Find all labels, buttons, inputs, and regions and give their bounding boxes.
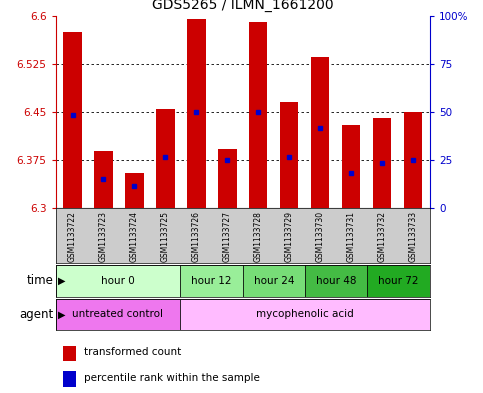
Text: GSM1133729: GSM1133729 [284,211,294,262]
Text: hour 48: hour 48 [316,276,356,286]
Bar [156,109,175,208]
Bar [180,299,430,330]
Bar [249,22,268,208]
Text: percentile rank within the sample: percentile rank within the sample [84,373,259,383]
Text: untreated control: untreated control [72,309,163,320]
Text: hour 72: hour 72 [378,276,419,286]
Bar [373,118,391,208]
Text: GSM1133725: GSM1133725 [161,211,170,262]
Bar [63,371,76,387]
Text: hour 0: hour 0 [101,276,135,286]
Text: GSM1133730: GSM1133730 [315,211,325,262]
Bar [280,102,298,208]
Text: hour 12: hour 12 [191,276,232,286]
Bar [305,265,368,297]
Bar [180,265,242,297]
Text: GSM1133722: GSM1133722 [68,211,77,262]
Text: mycophenolic acid: mycophenolic acid [256,309,354,320]
Text: GSM1133728: GSM1133728 [254,211,263,262]
Text: GSM1133732: GSM1133732 [377,211,386,262]
Bar [56,299,180,330]
Bar [404,112,422,208]
Text: transformed count: transformed count [84,347,181,357]
Bar [311,57,329,208]
Bar [218,149,237,208]
Title: GDS5265 / ILMN_1661200: GDS5265 / ILMN_1661200 [152,0,334,12]
Text: GSM1133733: GSM1133733 [408,211,417,262]
Bar [63,32,82,208]
Text: time: time [26,274,53,288]
Bar [242,265,305,297]
Text: GSM1133731: GSM1133731 [346,211,355,262]
Text: agent: agent [19,308,53,321]
Text: ▶: ▶ [58,276,66,286]
Text: GSM1133723: GSM1133723 [99,211,108,262]
Text: GSM1133727: GSM1133727 [223,211,232,262]
Bar [368,265,430,297]
Bar [56,265,180,297]
Text: ▶: ▶ [58,309,66,320]
Text: GSM1133724: GSM1133724 [130,211,139,262]
Bar [187,19,206,208]
Bar [125,173,144,208]
Bar [341,125,360,208]
Text: GSM1133726: GSM1133726 [192,211,201,262]
Text: hour 24: hour 24 [254,276,294,286]
Bar [63,346,76,361]
Bar [94,151,113,208]
